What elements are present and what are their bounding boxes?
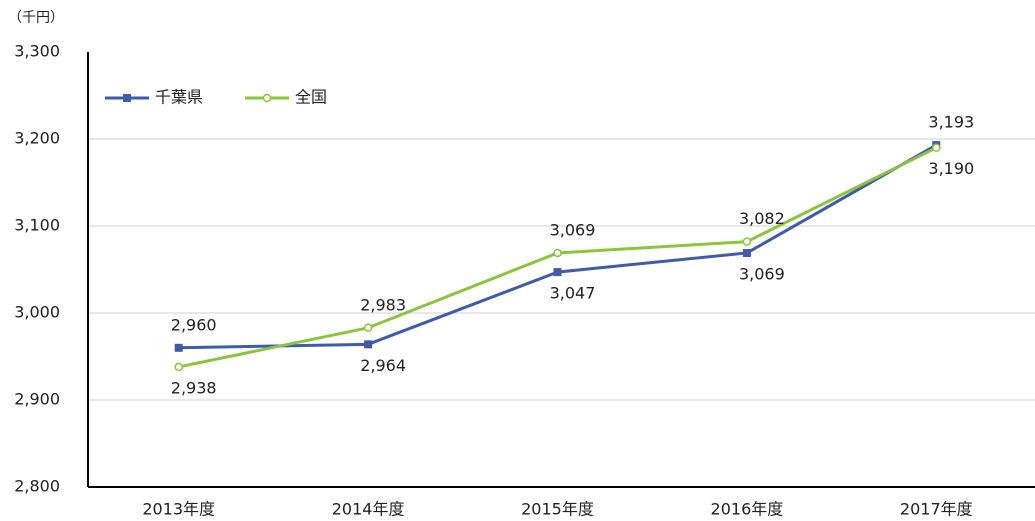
y-tick-label: 3,100: [14, 216, 60, 235]
series-line: [178, 146, 937, 369]
y-tick-label: 2,800: [14, 477, 60, 496]
data-label: 3,069: [550, 220, 596, 239]
marker: [932, 143, 941, 152]
legend-marker: [123, 94, 131, 102]
marker: [364, 340, 373, 349]
marker: [363, 323, 373, 333]
marker: [553, 248, 562, 258]
x-tick-label: 2014年度: [332, 500, 405, 519]
y-tick-label: 3,300: [14, 42, 60, 61]
y-tick-label: 2,900: [14, 390, 60, 409]
x-tick-label: 2016年度: [711, 500, 784, 519]
y-tick-label: 3,000: [14, 303, 60, 322]
legend-marker: [262, 93, 272, 103]
data-label: 3,047: [550, 284, 596, 303]
data-label: 2,938: [171, 378, 217, 397]
marker: [742, 248, 751, 257]
unit-label: （千円）: [8, 10, 64, 26]
data-label: 3,190: [928, 159, 974, 178]
data-label: 3,069: [739, 264, 785, 283]
x-tick-label: 2015年度: [521, 500, 594, 519]
data-label: 2,983: [360, 295, 406, 314]
marker: [174, 343, 183, 352]
data-label: 2,960: [171, 315, 217, 334]
data-label: 3,193: [928, 113, 974, 132]
legend-label: 千葉県: [155, 88, 203, 107]
data-label: 3,082: [739, 209, 785, 228]
y-tick-label: 3,200: [14, 129, 60, 148]
x-tick-label: 2013年度: [142, 500, 215, 519]
marker: [742, 237, 752, 246]
x-tick-label: 2017年度: [900, 500, 973, 519]
series-line: [178, 143, 938, 350]
legend-label: 全国: [295, 88, 327, 107]
marker: [553, 268, 562, 277]
data-label: 2,964: [360, 356, 406, 375]
marker: [174, 362, 183, 372]
